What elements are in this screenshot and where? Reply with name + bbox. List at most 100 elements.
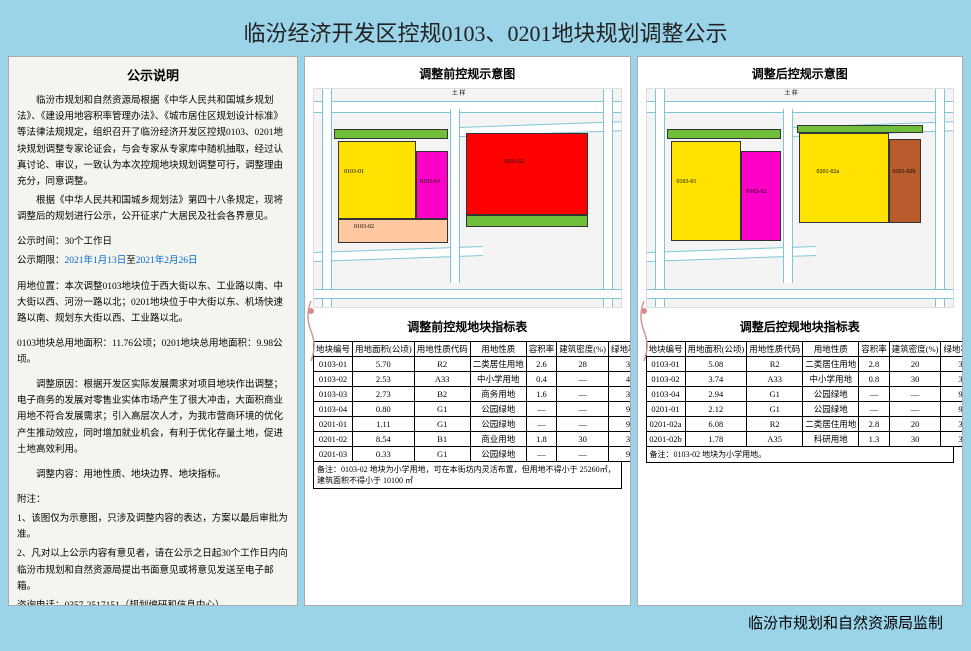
after-panel: 调整后控规示意图 土 样0103-010103-020201-02a0201-0… [637,56,964,606]
tel-line: 咨询电话：0357-2517151（规划编研和信息中心） [17,598,289,606]
table-row: 0103-032.73B2商务用地1.6—3050 [314,387,631,402]
table-cell: 0103-03 [314,387,353,402]
table-cell: A35 [747,432,803,447]
period-line: 公示时间：30个工作日 [17,234,289,250]
table-cell: — [557,387,609,402]
table-cell: 商务用地 [470,387,526,402]
table-row: 0201-02a6.08R2二类居住用地2.8203580 [646,417,963,432]
table-cell: 0201-02 [314,432,353,447]
table-cell: 公园绿地 [470,447,526,462]
attach-title: 附注： [17,492,289,508]
after-table-title: 调整后控规地块指标表 [646,318,955,335]
table-row: 0201-02b1.78A35科研用地1.3303560 [646,432,963,447]
table-cell: G1 [747,387,803,402]
table-cell: 6.08 [685,417,747,432]
location-p: 用地位置：本次调整0103地块位于西大街以东、工业路以南、中大街以西、河汾一路以… [17,279,289,327]
table-cell: 30 [889,372,941,387]
table-cell: 中小学用地 [470,372,526,387]
table-cell: 0103-01 [314,357,353,372]
table-cell: 1.8 [526,432,557,447]
table-cell: 公园绿地 [470,417,526,432]
table-cell: 中小学用地 [803,372,859,387]
table-cell: 8.54 [353,432,415,447]
table-cell: 1.3 [859,432,890,447]
table-cell: R2 [747,417,803,432]
after-map: 土 样0103-010103-020201-02a0201-02b [646,88,955,308]
table-row: 0103-042.94G1公园绿地——90— [646,387,963,402]
table-row: 0103-022.53A33中小学用地0.4—4020 [314,372,631,387]
table-cell: 5.70 [353,357,415,372]
before-note: 备注：0103-02 地块为小学用地，可在本街坊内灵活布置，但用地不得小于 25… [313,462,622,489]
table-cell: — [557,402,609,417]
table-header: 用地性质 [803,342,859,357]
table-cell: 35 [941,372,963,387]
table-cell: 30 [889,432,941,447]
table-cell: — [859,402,890,417]
table-cell: — [889,402,941,417]
table-cell: 2.8 [859,417,890,432]
table-cell: 公园绿地 [803,402,859,417]
table-cell: 20 [889,417,941,432]
table-cell: 0201-02b [646,432,685,447]
table-cell: 90 [608,417,630,432]
table-cell: 20 [889,357,941,372]
table-cell: 2.73 [353,387,415,402]
table-header: 容积率 [526,342,557,357]
table-cell: 90 [608,447,630,462]
before-map-title: 调整前控规示意图 [313,65,622,82]
table-cell: — [859,387,890,402]
table-cell: 2.12 [685,402,747,417]
table-cell: 2.6 [526,357,557,372]
table-cell: — [526,447,557,462]
table-cell: 0103-01 [646,357,685,372]
page-title: 临汾经济开发区控规0103、0201地块规划调整公示 [8,8,963,56]
decor-icon [638,301,650,361]
table-cell: — [557,372,609,387]
table-row: 0201-028.54B1商业用地1.8303060 [314,432,631,447]
period-value: 30个工作日 [65,237,113,247]
table-cell: 2.8 [859,357,890,372]
table-cell: 二类居住用地 [803,417,859,432]
reason-p: 调整原因：根据开发区实际发展需求对项目地块作出调整；电子商务的发展对零售业实体市… [17,377,289,458]
content-p: 调整内容：用地性质、地块边界、地块指标。 [17,467,289,483]
table-cell: 1.78 [685,432,747,447]
road-label: 土 样 [784,91,798,98]
table-header: 绿地率(%) [608,342,630,357]
notice-p1: 临汾市规划和自然资源局根据《中华人民共和国城乡规划法》、《建设用地容积率管理办法… [17,93,289,190]
notice-heading: 公示说明 [17,65,289,87]
range-label: 公示期限： [17,256,65,266]
table-cell: B1 [414,432,470,447]
notice-p2: 根据《中华人民共和国城乡规划法》第四十八条规定，现将调整后的规划进行公示，公开征… [17,193,289,225]
table-cell: R2 [414,357,470,372]
table-cell: 5.08 [685,357,747,372]
panels-container: 公示说明 临汾市规划和自然资源局根据《中华人民共和国城乡规划法》、《建设用地容积… [8,56,963,606]
table-cell: 公园绿地 [803,387,859,402]
table-cell: 90 [941,387,963,402]
table-cell: A33 [747,372,803,387]
tel-1: 0357-2517151（规划编研和信息中心） [65,601,225,606]
table-cell: G1 [414,447,470,462]
footer: 临汾市规划和自然资源局监制 [8,606,963,633]
table-header: 建筑密度(%) [557,342,609,357]
table-row: 0103-040.80G1公园绿地——90— [314,402,631,417]
table-cell: 1.11 [353,417,415,432]
table-cell: G1 [414,417,470,432]
before-table: 地块编号用地面积(公顷)用地性质代码用地性质容积率建筑密度(%)绿地率(%)建筑… [313,341,631,462]
table-header: 用地面积(公顷) [353,342,415,357]
table-cell: 35 [608,357,630,372]
range-mid: 至 [126,256,136,266]
table-cell: 2.94 [685,387,747,402]
table-cell: G1 [414,402,470,417]
table-cell: 30 [608,387,630,402]
table-row: 0201-011.11G1公园绿地——90— [314,417,631,432]
table-cell: 35 [941,417,963,432]
table-cell: 1.6 [526,387,557,402]
table-header: 用地性质代码 [747,342,803,357]
table-cell: — [557,447,609,462]
range-start: 2021年1月13日 [65,256,127,266]
table-cell: 科研用地 [803,432,859,447]
table-cell: 公园绿地 [470,402,526,417]
table-header: 地块编号 [646,342,685,357]
table-cell: 30 [608,432,630,447]
table-cell: A33 [414,372,470,387]
